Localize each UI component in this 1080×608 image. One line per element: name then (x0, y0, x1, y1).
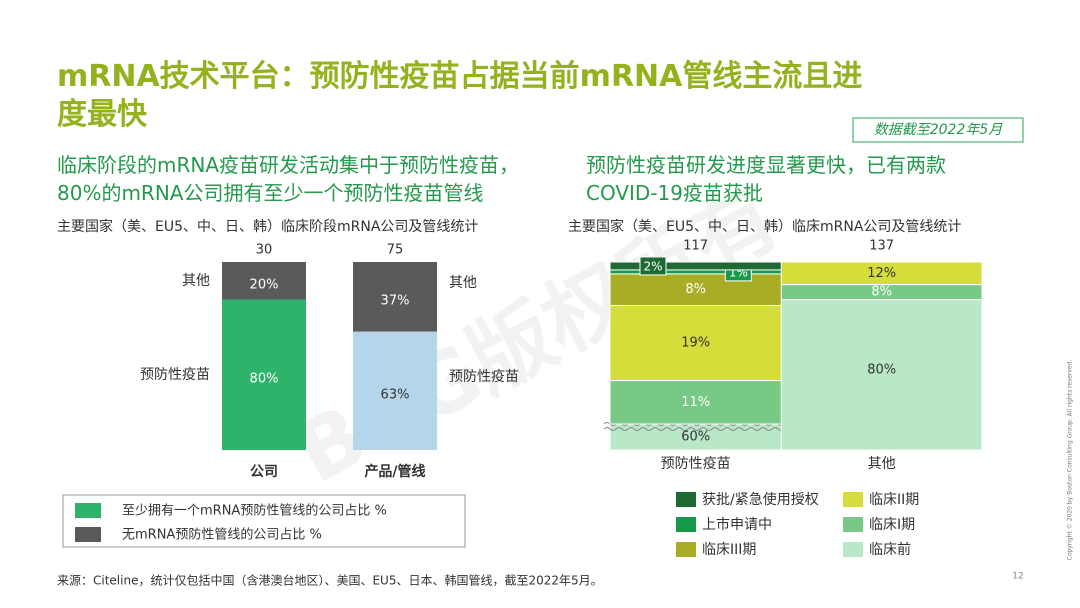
bar-segment (609, 304, 782, 382)
bar-segment (609, 269, 782, 275)
bar-segment (222, 299, 306, 450)
bar-segment (780, 261, 983, 286)
x-tick-label: 公司 (250, 464, 278, 480)
value-label: 11% (681, 395, 710, 410)
bar-segment (609, 380, 782, 425)
right-heading: 预防性疫苗研发进度显著更快，已有两款 (586, 153, 946, 177)
bar-segment (609, 261, 782, 271)
legend-swatch (843, 542, 863, 557)
x-tick-label: 预防性疫苗 (661, 456, 731, 472)
total-label: 137 (869, 239, 894, 254)
legend-swatch (676, 542, 696, 557)
title-line: mRNA技术平台：预防性疫苗占据当前mRNA管线主流且进 (57, 59, 862, 94)
x-tick-label: 其他 (868, 456, 896, 472)
x-tick-label: 产品/管线 (364, 463, 425, 480)
axis-break (603, 427, 797, 431)
total-label: 117 (683, 239, 708, 254)
label-box (639, 256, 667, 276)
legend-swatch (75, 527, 101, 542)
total-label: 30 (256, 243, 273, 258)
value-label: 12% (867, 266, 896, 281)
bar-segment (780, 299, 983, 451)
page-number: 12 (1012, 572, 1023, 582)
chart-title: 主要国家（美、EU5、中、日、韩）临床mRNA公司及管线统计 (568, 218, 961, 235)
total-label: 75 (387, 243, 404, 258)
legend-swatch (676, 517, 696, 532)
legend-swatch (676, 492, 696, 507)
bar-segment (353, 262, 437, 332)
value-label: 60% (681, 430, 710, 445)
legend-swatch (843, 492, 863, 507)
value-label: 80% (867, 362, 896, 377)
copyright: Copyright © 2020 by Boston Consulting Gr… (1067, 359, 1074, 560)
source: 来源：Citeline，统计仅包括中国（含港澳台地区）、美国、EU5、日本、韩国… (57, 573, 603, 588)
value-label: 80% (250, 371, 279, 386)
bar-segment (609, 273, 782, 306)
value-label: 8% (871, 285, 892, 300)
value-label: 8% (685, 282, 706, 297)
segment-label: 预防性疫苗 (140, 367, 210, 383)
bar-segment (353, 331, 437, 450)
date-note: 数据截至2022年5月 (874, 122, 1004, 138)
legend-label: 临床前 (869, 541, 911, 558)
right-heading: COVID-19疫苗获批 (586, 181, 763, 205)
legend-label: 临床I期 (869, 517, 915, 533)
value-label: 2% (643, 259, 662, 273)
left-heading: 临床阶段的mRNA疫苗研发活动集中于预防性疫苗， (57, 153, 519, 177)
legend-label: 获批/紧急使用授权 (702, 491, 819, 508)
value-label: 20% (250, 277, 279, 292)
legend-label: 上市申请中 (702, 516, 772, 533)
title-line: 度最快 (57, 97, 148, 132)
legend-label: 无mRNA预防性管线的公司占比 % (122, 527, 322, 543)
legend-swatch (75, 503, 101, 518)
legend-label: 临床II期 (869, 492, 919, 508)
chart-title: 主要国家（美、EU5、中、日、韩）临床阶段mRNA公司及管线统计 (57, 218, 478, 235)
left-heading: 80%的mRNA公司拥有至少一个预防性疫苗管线 (57, 181, 483, 205)
bar-segment (222, 262, 306, 300)
legend-label: 临床III期 (702, 542, 756, 558)
legend-box (62, 494, 466, 548)
segment-label: 预防性疫苗 (449, 369, 519, 385)
segment-label: 其他 (449, 275, 477, 291)
segment-label: 其他 (182, 273, 210, 289)
value-label: 63% (381, 387, 410, 402)
legend-swatch (843, 517, 863, 532)
value-label: 19% (681, 336, 710, 351)
date-box (852, 117, 1024, 143)
legend-label: 至少拥有一个mRNA预防性管线的公司占比 % (122, 503, 387, 519)
value-label: 37% (381, 293, 410, 308)
